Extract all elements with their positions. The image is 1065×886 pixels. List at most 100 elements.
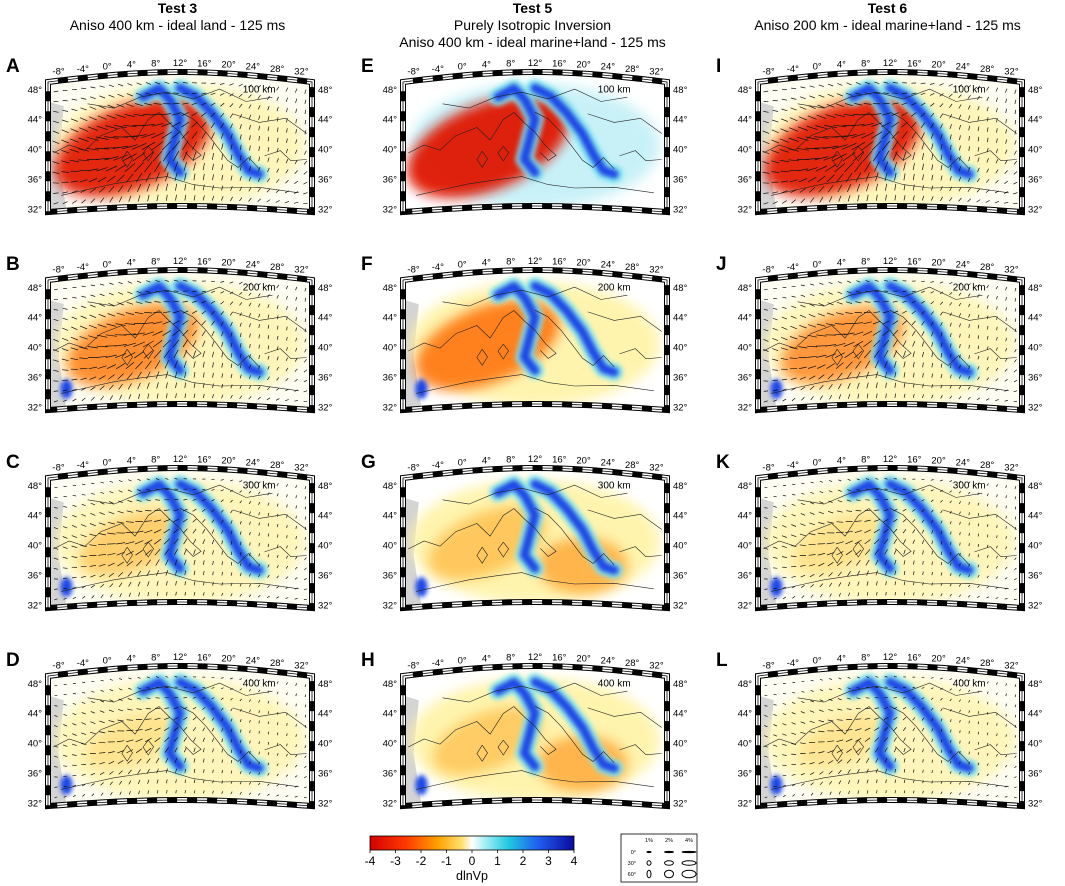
anisotropy-stick	[883, 509, 889, 512]
anisotropy-stick	[846, 560, 852, 566]
anisotropy-stick	[968, 501, 971, 505]
anisotropy-stick	[856, 183, 861, 192]
anisotropy-stick	[182, 508, 188, 512]
anisotropy-stick	[82, 794, 86, 797]
anisotropy-stick	[827, 562, 834, 567]
anisotropy-stick	[117, 510, 124, 514]
anisotropy-stick	[81, 285, 86, 288]
anisotropy-stick	[819, 781, 823, 786]
latitude-label: 40°	[1028, 343, 1043, 354]
anisotropy-stick	[773, 704, 777, 706]
anisotropy-stick	[202, 748, 205, 753]
anisotropy-stick	[967, 177, 971, 182]
anisotropy-stick	[165, 559, 169, 566]
anisotropy-stick	[1005, 734, 1007, 737]
anisotropy-stick	[772, 389, 778, 392]
longitude-label: 4°	[127, 456, 136, 467]
anisotropy-stick	[838, 479, 842, 482]
anisotropy-stick	[986, 794, 989, 797]
coastline	[889, 507, 970, 566]
anisotropy-stick	[286, 128, 288, 133]
anisotropy-stick	[931, 561, 933, 565]
anisotropy-stick	[62, 317, 68, 321]
anisotropy-stick	[285, 357, 289, 362]
anisotropy-stick	[805, 157, 819, 160]
anisotropy-stick	[174, 477, 178, 480]
anisotropy-stick	[862, 330, 873, 336]
anisotropy-stick	[977, 136, 980, 142]
anisotropy-stick	[996, 306, 998, 310]
anisotropy-stick	[201, 508, 206, 512]
anisotropy-stick	[147, 790, 150, 794]
anisotropy-stick	[817, 532, 825, 535]
anisotropy-stick	[100, 594, 104, 599]
anisotropy-stick	[285, 753, 288, 757]
latitude-label: 44°	[738, 115, 753, 126]
anisotropy-stick	[192, 350, 197, 358]
anisotropy-stick	[902, 727, 907, 732]
anisotropy-stick	[267, 304, 270, 309]
anisotropy-stick	[210, 300, 216, 304]
anisotropy-stick	[788, 137, 799, 142]
anisotropy-stick	[809, 187, 816, 193]
anisotropy-stick	[838, 195, 842, 202]
anisotropy-stick	[276, 178, 280, 183]
anisotropy-stick	[295, 505, 297, 509]
anisotropy-stick	[258, 543, 260, 547]
anisotropy-stick	[249, 155, 251, 161]
anisotropy-stick	[53, 517, 58, 519]
high-velocity-slab	[493, 479, 540, 573]
anisotropy-stick	[175, 393, 177, 399]
anisotropy-stick	[295, 536, 297, 540]
anisotropy-stick	[183, 716, 188, 721]
anisotropy-stick	[164, 548, 170, 556]
anisotropy-stick	[1004, 379, 1008, 382]
anisotropy-stick	[800, 513, 806, 516]
anisotropy-stick	[791, 702, 796, 704]
anisotropy-stick	[184, 570, 187, 576]
anisotropy-stick	[940, 780, 943, 784]
anisotropy-stick	[977, 564, 980, 568]
anisotropy-stick	[949, 781, 952, 785]
anisotropy-stick	[948, 83, 953, 87]
anisotropy-stick	[295, 307, 297, 311]
anisotropy-stick	[832, 144, 848, 150]
anisotropy-stick	[855, 549, 862, 556]
latitude-label: 48°	[738, 283, 753, 294]
anisotropy-stick	[866, 194, 869, 202]
anisotropy-stick	[155, 488, 160, 491]
longitude-label: 28°	[980, 658, 995, 669]
anisotropy-stick	[930, 489, 934, 492]
anisotropy-stick	[940, 164, 943, 171]
anisotropy-stick	[950, 750, 952, 754]
latitude-label: 36°	[28, 373, 43, 384]
anisotropy-stick	[109, 781, 113, 786]
anisotropy-stick	[81, 513, 87, 517]
anisotropy-stick	[968, 679, 971, 682]
anisotropy-stick	[1004, 400, 1008, 402]
anisotropy-stick	[772, 369, 779, 371]
anisotropy-stick	[303, 400, 308, 403]
anisotropy-stick	[108, 572, 115, 578]
anisotropy-stick	[846, 82, 852, 86]
latitude-label: 48°	[1028, 679, 1043, 690]
latitude-label: 36°	[318, 769, 333, 780]
coastline	[232, 113, 307, 134]
anisotropy-stick	[62, 201, 68, 205]
anisotropy-stick	[875, 757, 879, 763]
anisotropy-stick	[230, 760, 233, 764]
anisotropy-stick	[258, 563, 261, 567]
anisotropy-stick	[286, 535, 288, 539]
anisotropy-stick	[136, 371, 142, 380]
coastline	[442, 286, 628, 307]
anisotropy-stick	[125, 312, 135, 315]
anisotropy-stick	[1004, 775, 1008, 778]
anisotropy-stick	[203, 758, 205, 763]
anisotropy-stick	[773, 587, 777, 590]
anisotropy-stick	[258, 512, 261, 516]
anisotropy-stick	[114, 353, 127, 359]
anisotropy-stick	[912, 717, 916, 721]
anisotropy-stick	[865, 559, 870, 566]
anisotropy-stick	[922, 592, 924, 596]
anisotropy-stick	[276, 596, 280, 599]
